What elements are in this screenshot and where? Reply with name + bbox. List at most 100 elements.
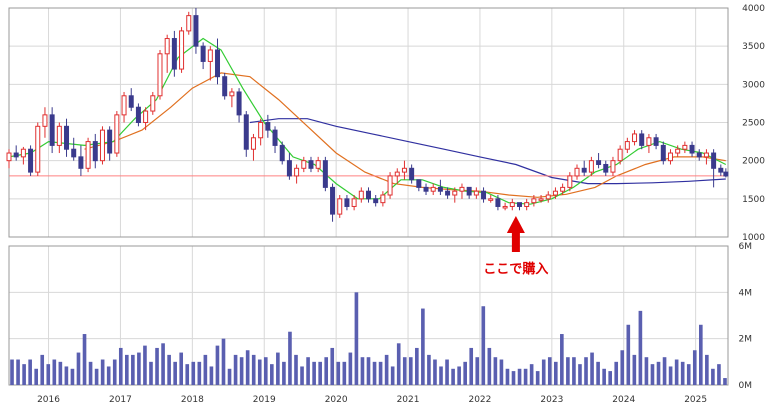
volume-bar [288, 331, 292, 385]
volume-bar [245, 350, 250, 385]
volume-bar [463, 361, 467, 385]
candle-body [366, 190, 371, 200]
candle-body [675, 148, 681, 154]
volume-bar [632, 354, 637, 385]
candle-body [538, 198, 544, 201]
volume-bar [173, 361, 177, 385]
candle-body [409, 167, 415, 181]
volume-bar [384, 354, 389, 385]
candle-body [531, 198, 537, 204]
volume-bar [185, 364, 190, 385]
candle-body [85, 141, 91, 169]
year-tick-label: 2024 [612, 395, 635, 405]
candle-body [545, 194, 551, 200]
volume-bar [306, 357, 310, 385]
volume-bar [215, 345, 220, 385]
candle-body [452, 190, 458, 196]
candle-body [143, 110, 149, 124]
candle-body [64, 125, 70, 150]
candle-body [416, 179, 422, 188]
volume-bar [257, 359, 262, 385]
volume-bar [52, 359, 57, 385]
candle-body [574, 167, 580, 177]
candle-body [401, 167, 407, 173]
volume-bar [137, 352, 141, 385]
volume-bar [644, 357, 649, 385]
volume-bar [336, 361, 341, 385]
candle-body [516, 202, 522, 207]
candle-body [71, 148, 77, 158]
volume-bar [415, 347, 419, 385]
volume-bar [517, 368, 522, 385]
candle-body [473, 190, 479, 196]
volume-bar [360, 357, 365, 385]
candle-body [437, 186, 443, 192]
candle-body [272, 129, 278, 146]
volume-bar [34, 368, 39, 385]
volume-bar [239, 357, 244, 385]
volume-tick-label: 2M [739, 335, 753, 345]
candle-body [107, 129, 113, 154]
volume-bar [523, 368, 528, 385]
volume-bar [282, 361, 286, 385]
volume-bar [469, 347, 474, 385]
volume-bar [324, 357, 329, 385]
candle-body [588, 160, 594, 173]
volume-bar [439, 366, 443, 385]
candle-body [639, 133, 645, 146]
candle-body [42, 114, 48, 127]
volume-bar [578, 364, 582, 385]
candle-body [581, 167, 587, 173]
volume-bar [276, 352, 280, 385]
year-tick-label: 2025 [684, 395, 707, 405]
volume-bar [553, 361, 558, 385]
candle-body [646, 137, 652, 146]
price-tick-label: 2500 [742, 119, 765, 129]
volume-bar [390, 366, 395, 385]
candle-body [171, 38, 177, 70]
candle-body [696, 152, 702, 158]
volume-bar [16, 359, 20, 385]
volume-bar [28, 359, 32, 385]
volume-bar [131, 354, 135, 385]
candle-body [186, 15, 192, 32]
volume-bar [584, 357, 588, 385]
price-tick-label: 3500 [742, 42, 765, 52]
volume-bar [566, 357, 570, 385]
volume-bar [270, 364, 274, 385]
volume-bar [650, 364, 655, 385]
volume-bar [451, 368, 455, 385]
ma-long-line [249, 118, 726, 185]
volume-bar [203, 354, 208, 385]
volume-bar [118, 347, 123, 385]
volume-bar [40, 354, 45, 385]
volume-bar [427, 354, 431, 385]
volume-bar [106, 366, 111, 385]
volume-bar [457, 366, 461, 385]
volume-bars [10, 292, 727, 385]
moving-average-lines [8, 37, 727, 205]
candle-body [596, 160, 602, 165]
candle-body [445, 190, 451, 196]
candle-body [56, 125, 62, 146]
volume-bar [723, 378, 727, 385]
volume-bar [705, 354, 709, 385]
candle-body [294, 167, 300, 177]
volume-bar [88, 361, 93, 385]
volume-bar [668, 366, 673, 385]
volume-bar [348, 352, 353, 385]
volume-bar [487, 347, 492, 385]
candle-body [20, 148, 26, 158]
volume-bar [499, 359, 504, 385]
price-tick-label: 1000 [742, 233, 765, 243]
volume-bar [330, 347, 335, 385]
candle-body [632, 133, 638, 143]
volume-bar [656, 361, 661, 385]
volume-bar [312, 361, 316, 385]
price-tick-label: 1500 [742, 195, 765, 205]
volume-bar [686, 364, 691, 385]
volume-bar [251, 354, 256, 385]
volume-bar [662, 357, 667, 385]
candle-body [481, 190, 487, 200]
